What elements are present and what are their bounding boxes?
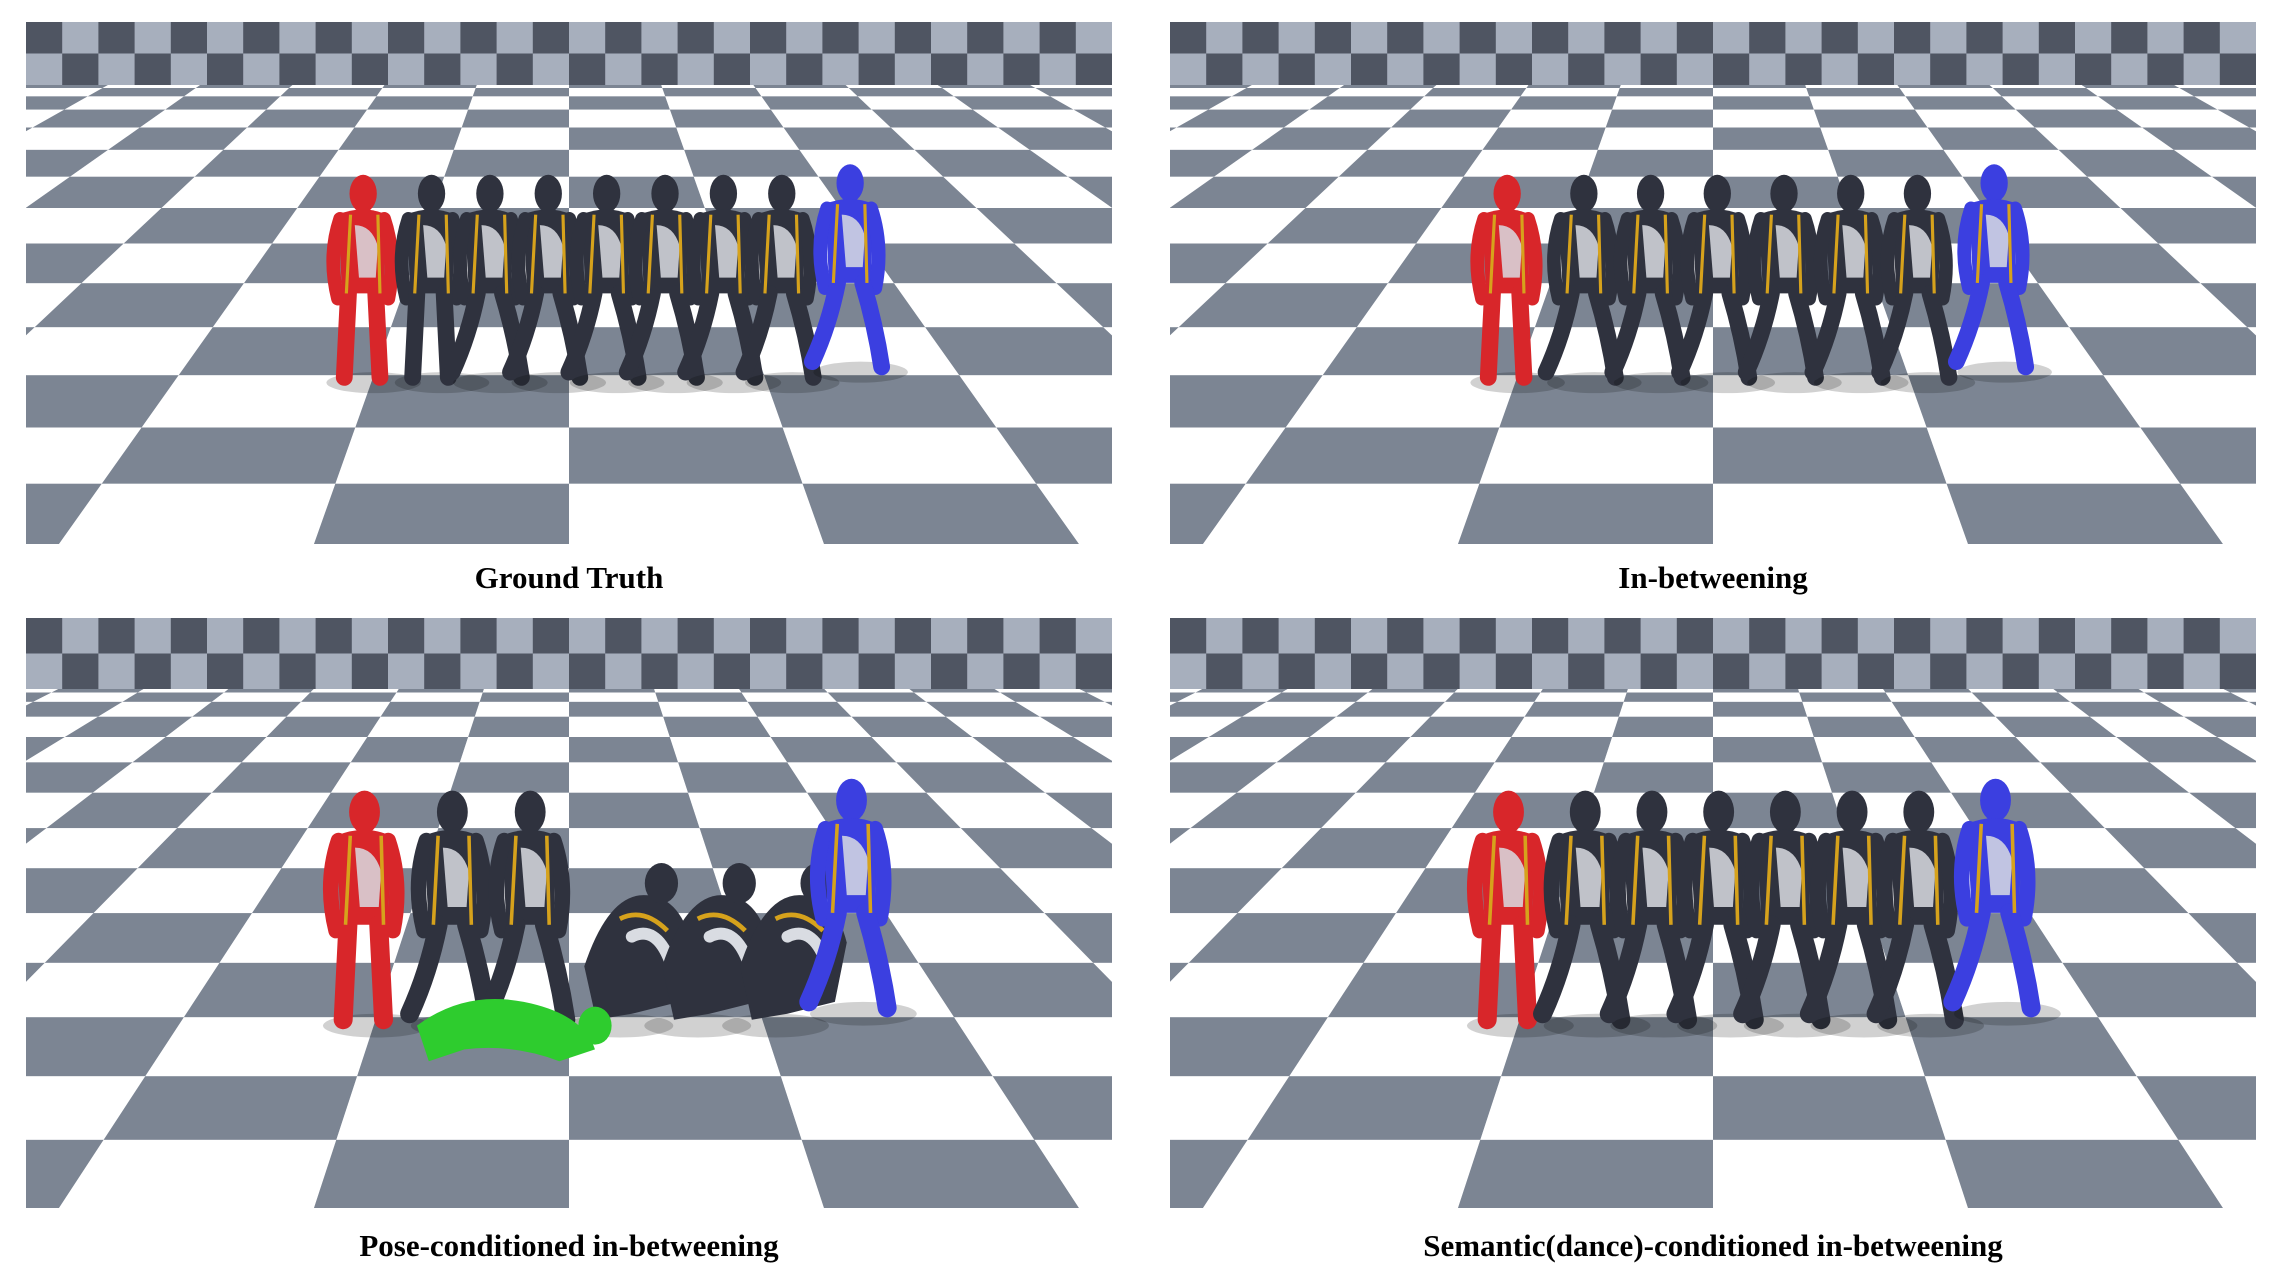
panel-semantic-conditioned bbox=[1170, 618, 2256, 1208]
panel-in-betweening bbox=[1170, 22, 2256, 544]
render-in-betweening bbox=[1170, 22, 2256, 544]
render-semantic-conditioned bbox=[1170, 618, 2256, 1208]
floor-checker bbox=[1170, 689, 2256, 1208]
floor-checker bbox=[1170, 85, 2256, 544]
render-ground-truth bbox=[26, 22, 1112, 544]
caption-semantic-conditioned: Semantic(dance)-conditioned in-betweenin… bbox=[1423, 1228, 2003, 1263]
render-pose-conditioned bbox=[26, 618, 1112, 1208]
panel-pose-conditioned bbox=[26, 618, 1112, 1208]
figures bbox=[322, 778, 917, 1062]
caption-ground-truth: Ground Truth bbox=[474, 560, 664, 595]
figures bbox=[326, 164, 908, 394]
figures bbox=[1466, 778, 2061, 1038]
caption-pose-conditioned: Pose-conditioned in-betweening bbox=[359, 1228, 779, 1263]
panel-ground-truth bbox=[26, 22, 1112, 544]
figures bbox=[1470, 164, 2052, 394]
caption-in-betweening: In-betweening bbox=[1618, 560, 1808, 595]
floor-checker bbox=[26, 689, 1112, 1208]
